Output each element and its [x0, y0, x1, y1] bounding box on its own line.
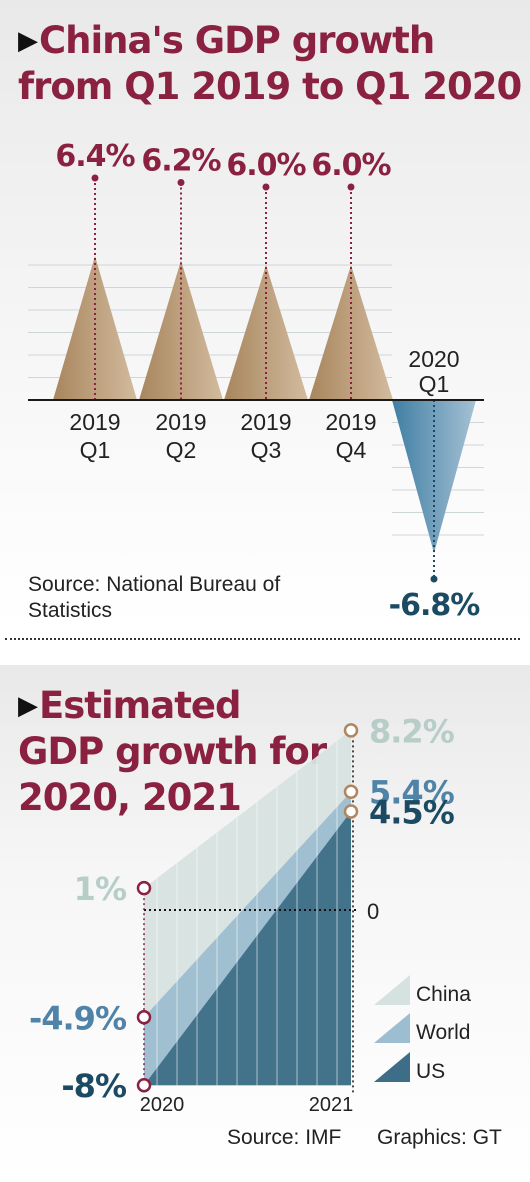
start-label: -4.9%	[29, 999, 127, 1037]
value-label: 6.0%	[226, 148, 306, 183]
legend-swatch	[374, 1052, 410, 1082]
start-label: 1%	[74, 870, 127, 908]
start-label: -8%	[61, 1067, 127, 1105]
chart1-title-line1: China's GDP growth	[39, 19, 435, 62]
leader-dot	[177, 179, 185, 186]
category-label: 2019	[155, 409, 206, 435]
legend-swatch	[374, 1013, 410, 1043]
area-stripes	[144, 730, 351, 1086]
category-label: Q1	[419, 371, 450, 397]
value-label: 6.2%	[141, 144, 221, 179]
chart2-title-line3: 2020, 2021	[18, 776, 242, 819]
x-tick-label: 2021	[309, 1094, 354, 1116]
category-label: 2019	[325, 409, 376, 435]
category-label: Q3	[251, 437, 282, 463]
leader-dot	[262, 183, 270, 191]
value-label: 6.4%	[55, 139, 135, 174]
end-marker	[343, 804, 359, 819]
chart2-title-line2: GDP growth for	[18, 730, 327, 773]
chart2-title: ▶Estimated GDP growth for 2020, 2021	[18, 683, 327, 821]
end-marker	[343, 723, 359, 738]
start-marker	[136, 1077, 152, 1093]
china-gdp-chart: 6.4%2019Q16.2%2019Q26.0%2019Q36.0%2019Q4…	[28, 139, 484, 623]
bar-triangle	[139, 260, 223, 400]
legend-label: World	[416, 1021, 470, 1044]
chart1-title-line2: from Q1 2019 to Q1 2020	[18, 65, 522, 108]
start-marker	[136, 1010, 152, 1025]
category-label: Q2	[166, 437, 197, 463]
start-marker	[136, 880, 152, 896]
category-label: 2019	[69, 409, 120, 435]
triangle-bullet-icon: ▶	[18, 26, 38, 56]
end-label: 4.5%	[369, 793, 455, 831]
chart1-title: ▶China's GDP growth from Q1 2019 to Q1 2…	[18, 18, 522, 110]
x-tick-label: 2020	[140, 1094, 185, 1116]
chart2-title-line1: Estimated	[39, 684, 241, 727]
value-label: 6.0%	[311, 148, 391, 183]
leader-dot	[430, 575, 438, 583]
triangle-bullet-icon: ▶	[18, 691, 38, 721]
leader-dot	[91, 174, 99, 182]
end-marker	[343, 784, 359, 799]
category-label: 2020	[408, 346, 459, 372]
graphics-credit: Graphics: GT	[377, 1126, 502, 1149]
legend-label: China	[416, 983, 471, 1006]
zero-label: 0	[367, 899, 379, 924]
value-label: -6.8%	[389, 588, 481, 623]
category-label: Q4	[336, 437, 367, 463]
chart1-source: Source: National Bureau of Statistics	[28, 573, 281, 622]
legend-swatch	[374, 975, 410, 1005]
end-label: 5.4%	[369, 774, 455, 812]
category-label: 2019	[240, 409, 291, 435]
leader-dot	[347, 183, 355, 191]
section-divider	[5, 638, 520, 640]
end-label: 8.2%	[369, 712, 455, 750]
chart2-source: Source: IMF	[227, 1126, 342, 1149]
legend-label: US	[416, 1060, 445, 1083]
category-label: Q1	[80, 437, 111, 463]
